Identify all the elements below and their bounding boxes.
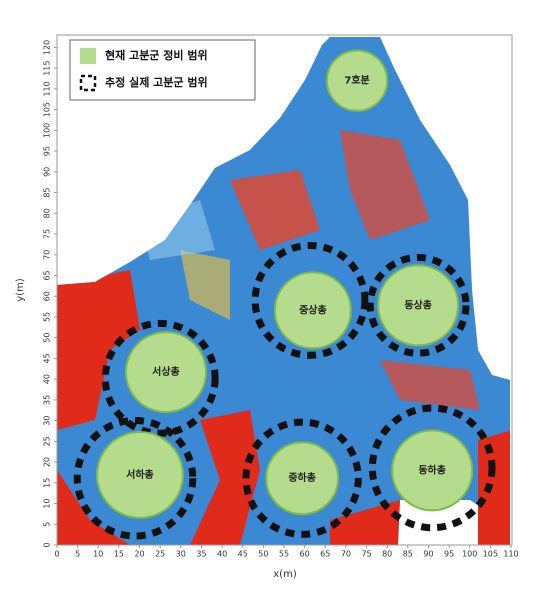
x-tick-label: 110 bbox=[503, 550, 518, 559]
estimated-range bbox=[251, 241, 369, 359]
x-tick-label: 105 bbox=[483, 550, 498, 559]
mound-label: 서하총 bbox=[126, 468, 154, 481]
mound-label: 7호분 bbox=[344, 74, 369, 87]
y-tick-label: 50 bbox=[43, 333, 52, 343]
y-tick-label: 40 bbox=[43, 374, 52, 384]
mound bbox=[325, 49, 389, 112]
mound bbox=[124, 331, 207, 414]
mound bbox=[265, 441, 340, 516]
mound-label: 중하총 bbox=[288, 471, 316, 484]
mound-label: 중상총 bbox=[299, 303, 327, 316]
y-tick-label: 65 bbox=[43, 270, 52, 280]
x-tick-label: 5 bbox=[75, 550, 80, 559]
x-tick-label: 80 bbox=[382, 550, 392, 559]
y-tick-label: 25 bbox=[43, 436, 52, 446]
mound bbox=[96, 431, 184, 519]
y-tick-label: 75 bbox=[43, 229, 52, 239]
y-tick-label: 20 bbox=[43, 457, 52, 467]
estimated-range bbox=[101, 319, 219, 437]
mound bbox=[377, 264, 460, 347]
estimated-range bbox=[366, 253, 470, 357]
x-tick-label: 25 bbox=[155, 550, 165, 559]
x-axis-title: x(m) bbox=[273, 569, 297, 580]
y-tick-label: 30 bbox=[43, 416, 52, 426]
y-tick-label: 15 bbox=[43, 478, 52, 488]
x-tick-label: 35 bbox=[196, 550, 206, 559]
estimated-range bbox=[242, 418, 362, 538]
y-tick-label: 115 bbox=[43, 61, 52, 76]
x-tick-label: 15 bbox=[114, 550, 124, 559]
y-tick-label: 85 bbox=[43, 187, 52, 197]
mound-label: 동상총 bbox=[404, 298, 432, 311]
x-tick-label: 90 bbox=[423, 550, 433, 559]
y-tick-label: 5 bbox=[43, 522, 52, 527]
x-tick-label: 65 bbox=[320, 550, 330, 559]
x-tick-label: 20 bbox=[134, 550, 144, 559]
x-tick-label: 85 bbox=[403, 550, 413, 559]
y-tick-label: 105 bbox=[43, 102, 52, 117]
y-tick-label: 45 bbox=[43, 353, 52, 363]
y-tick-label: 35 bbox=[43, 395, 52, 405]
mound-label: 서상총 bbox=[152, 365, 180, 378]
x-tick-label: 100 bbox=[462, 550, 477, 559]
y-tick-label: 90 bbox=[43, 167, 52, 177]
x-tick-label: 70 bbox=[341, 550, 351, 559]
y-axis-title: y(m) bbox=[15, 278, 26, 302]
y-tick-label: 110 bbox=[43, 81, 52, 96]
y-tick-label: 120 bbox=[43, 40, 52, 55]
x-tick-label: 75 bbox=[361, 550, 371, 559]
legend: 현재 고분군 정비 범위 추정 실제 고분군 범위 bbox=[69, 39, 256, 101]
x-tick-label: 40 bbox=[217, 550, 227, 559]
mound bbox=[391, 429, 474, 512]
x-tick-label: 95 bbox=[444, 550, 454, 559]
y-tick-label: 80 bbox=[43, 208, 52, 218]
y-tick-label: 70 bbox=[43, 250, 52, 260]
mound-label: 동하총 bbox=[418, 463, 446, 476]
x-tick-label: 45 bbox=[238, 550, 248, 559]
y-tick-label: 55 bbox=[43, 312, 52, 322]
x-tick-label: 30 bbox=[176, 550, 186, 559]
mound bbox=[273, 271, 352, 350]
y-tick-label: 10 bbox=[43, 498, 52, 508]
legend-label: 현재 고분군 정비 범위 bbox=[105, 48, 208, 62]
x-tick-label: 10 bbox=[93, 550, 103, 559]
y-tick-label: 60 bbox=[43, 291, 52, 301]
y-tick-label: 95 bbox=[43, 146, 52, 156]
legend-swatch bbox=[80, 48, 96, 64]
legend-label: 추정 실제 고분군 범위 bbox=[105, 75, 208, 89]
estimated-range bbox=[368, 404, 496, 532]
x-tick-label: 60 bbox=[300, 550, 310, 559]
y-tick-label: 0 bbox=[43, 542, 52, 547]
x-tick-label: 55 bbox=[279, 550, 289, 559]
x-tick-label: 50 bbox=[258, 550, 268, 559]
legend-box bbox=[69, 39, 256, 101]
x-tick-label: 0 bbox=[54, 550, 59, 559]
legend-swatch bbox=[79, 74, 97, 92]
y-tick-label: 100 bbox=[43, 123, 52, 138]
estimated-range bbox=[73, 416, 197, 540]
